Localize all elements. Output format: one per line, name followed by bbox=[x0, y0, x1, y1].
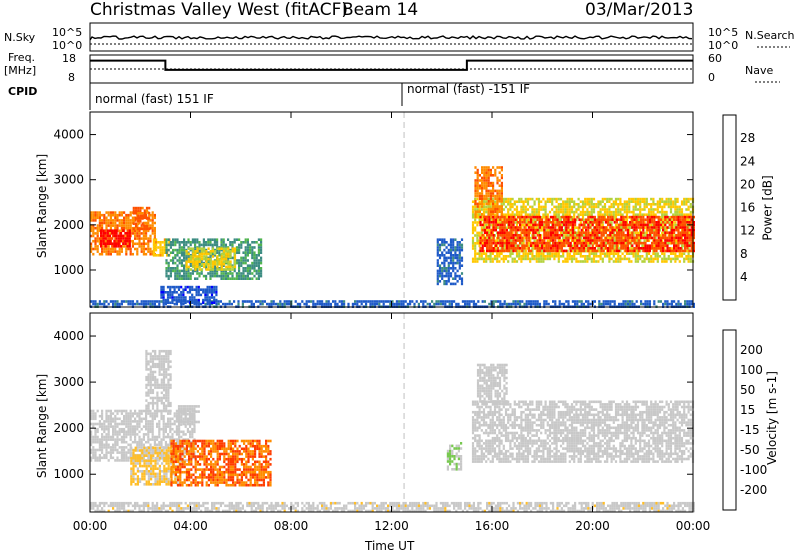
nave-tick-bottom: 0 bbox=[708, 71, 715, 84]
scatter-region bbox=[474, 166, 503, 219]
scatter-region bbox=[132, 206, 151, 231]
scatter-region bbox=[165, 238, 263, 280]
colorbar-tick-label: 8 bbox=[740, 247, 748, 261]
power-panel: 1000 2000 3000 4000 bbox=[53, 111, 695, 308]
colorbar-frame bbox=[722, 329, 737, 511]
nave-label: Nave bbox=[745, 64, 774, 77]
x-tick-label: 00:00 bbox=[676, 519, 711, 533]
noise-tick-right-top: 10^5 bbox=[708, 26, 739, 39]
scatter-region bbox=[471, 400, 695, 463]
colorbar-tick-label: 15 bbox=[740, 403, 755, 417]
scatter-region bbox=[100, 229, 131, 248]
colorbar-tick-label: 100 bbox=[740, 363, 763, 377]
y-tick-label: 3000 bbox=[53, 173, 84, 187]
beam-title: Beam 14 bbox=[342, 0, 419, 20]
noise-panel-frame bbox=[89, 22, 694, 52]
scatter-region bbox=[145, 349, 172, 413]
y-tick-label: 2000 bbox=[53, 218, 84, 232]
colorbar-tick-label: -15 bbox=[740, 423, 760, 437]
noise-tick-left-top: 10^5 bbox=[52, 26, 83, 39]
date-title: 03/Mar/2013 bbox=[585, 0, 694, 20]
velocity-panel: 1000 2000 3000 4000 bbox=[53, 312, 695, 513]
velocity-colorbar: -200 -100 -50 -15 15 50 100 200 bbox=[722, 329, 767, 511]
colorbar-tick-label: -200 bbox=[740, 483, 767, 497]
colorbar-tick-label: 20 bbox=[740, 177, 755, 191]
x-tick-label: 00:00 bbox=[73, 519, 108, 533]
frequency-trace bbox=[90, 59, 693, 71]
scatter-region bbox=[185, 247, 237, 271]
x-tick-label: 08:00 bbox=[274, 519, 309, 533]
x-axis-ticks: 00:00 04:00 08:00 12:00 16:00 20:00 00:00 bbox=[73, 519, 711, 533]
freq-tick-bottom: 8 bbox=[68, 71, 75, 84]
y-tick-label: 3000 bbox=[53, 375, 84, 389]
cpid-segment-2: normal (fast) -151 IF bbox=[407, 82, 531, 96]
power-colorbar: 4 8 12 16 20 24 28 bbox=[722, 114, 755, 301]
cpid-label: CPID bbox=[8, 85, 38, 98]
colorbar-tick-label: 50 bbox=[740, 383, 755, 397]
station-title: Christmas Valley West (fitACF) bbox=[90, 0, 349, 20]
nsearch-label: N.Search bbox=[745, 29, 795, 42]
scatter-region bbox=[90, 501, 695, 513]
y-tick-label: 1000 bbox=[53, 467, 84, 481]
nsky-label: N.Sky bbox=[4, 31, 36, 44]
colorbar-tick-label: -50 bbox=[740, 443, 760, 457]
y-tick-label: 2000 bbox=[53, 421, 84, 435]
noise-tick-right-bottom: 10^0 bbox=[708, 39, 739, 52]
freq-tick-top: 18 bbox=[62, 52, 76, 65]
freq-label: Freq. bbox=[8, 51, 36, 64]
colorbar-frame bbox=[722, 114, 737, 301]
x-tick-label: 04:00 bbox=[173, 519, 208, 533]
y-tick-label: 1000 bbox=[53, 263, 84, 277]
scatter-region bbox=[436, 238, 464, 286]
nave-tick-top: 60 bbox=[708, 52, 722, 65]
colorbar-tick-label: 16 bbox=[740, 201, 755, 215]
x-tick-label: 20:00 bbox=[575, 519, 610, 533]
x-axis-title: Time UT bbox=[365, 539, 415, 553]
scatter-region bbox=[479, 215, 695, 253]
colorbar-tick-label: 12 bbox=[740, 224, 755, 238]
colorbar-tick-label: 28 bbox=[740, 131, 755, 145]
noise-tick-left-bottom: 10^0 bbox=[52, 39, 83, 52]
noise-sky-trace bbox=[89, 35, 693, 41]
scatter-region bbox=[177, 405, 200, 426]
colorbar-tick-label: 24 bbox=[740, 154, 755, 168]
x-tick-label: 12:00 bbox=[374, 519, 409, 533]
colorbar-tick-label: 4 bbox=[740, 270, 748, 284]
scatter-region bbox=[160, 285, 218, 304]
freq-unit-label: [MHz] bbox=[4, 64, 37, 77]
scatter-region bbox=[170, 439, 272, 487]
scatter-region bbox=[446, 442, 463, 471]
colorbar-tick-label: -100 bbox=[740, 463, 767, 477]
colorbar-tick-label: 200 bbox=[740, 343, 763, 357]
y-tick-label: 4000 bbox=[53, 329, 84, 343]
x-tick-label: 16:00 bbox=[475, 519, 510, 533]
y-tick-label: 4000 bbox=[53, 128, 84, 142]
cpid-segment-1: normal (fast) 151 IF bbox=[95, 92, 214, 106]
scatter-region bbox=[476, 363, 508, 406]
